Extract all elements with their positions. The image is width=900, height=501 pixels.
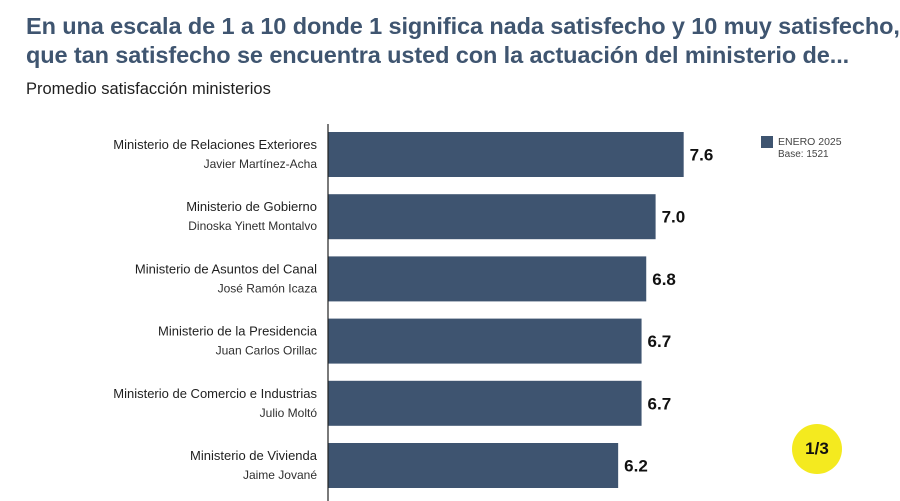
legend-item: ENERO 2025 (761, 136, 842, 148)
chart-title: En una escala de 1 a 10 donde 1 signific… (26, 12, 900, 70)
data-label: 6.7 (648, 332, 672, 351)
bar (328, 194, 656, 240)
page-indicator-badge[interactable]: 1/3 (792, 424, 842, 474)
category-label: Ministerio de la Presidencia (158, 324, 318, 339)
bar (328, 318, 642, 364)
category-label: Ministerio de Gobierno (186, 199, 317, 214)
bar (328, 132, 684, 177)
category-sublabel: Jaime Jované (243, 468, 317, 482)
category-label: Ministerio de Comercio e Industrias (113, 386, 317, 401)
category-sublabel: Dinoska Yinett Montalvo (188, 219, 317, 233)
category-label: Ministerio de Asuntos del Canal (135, 261, 317, 276)
legend-base: Base: 1521 (778, 149, 829, 160)
data-label: 6.2 (624, 457, 648, 476)
category-sublabel: Javier Martínez-Acha (204, 157, 318, 171)
chart-subtitle: Promedio satisfacción ministerios (26, 80, 271, 98)
legend-label: ENERO 2025 (778, 136, 842, 148)
category-label: Ministerio de Vivienda (190, 448, 318, 463)
bar (328, 256, 647, 302)
data-label: 7.0 (662, 208, 686, 227)
category-sublabel: José Ramón Icaza (218, 281, 318, 295)
category-sublabel: Juan Carlos Orillac (216, 344, 317, 358)
chart-title-line-2: que tan satisfecho se encuentra usted co… (26, 42, 850, 68)
chart-title-line-1: En una escala de 1 a 10 donde 1 signific… (26, 13, 900, 39)
bar (328, 380, 642, 426)
data-label: 6.8 (652, 270, 676, 289)
data-label: 6.7 (648, 394, 672, 413)
category-label: Ministerio de Relaciones Exteriores (113, 137, 317, 152)
category-sublabel: Julio Moltó (260, 406, 318, 420)
bar (328, 443, 619, 488)
data-label: 7.6 (690, 146, 714, 165)
legend: ENERO 2025 Base: 1521 (761, 136, 842, 160)
legend-swatch (761, 136, 773, 148)
